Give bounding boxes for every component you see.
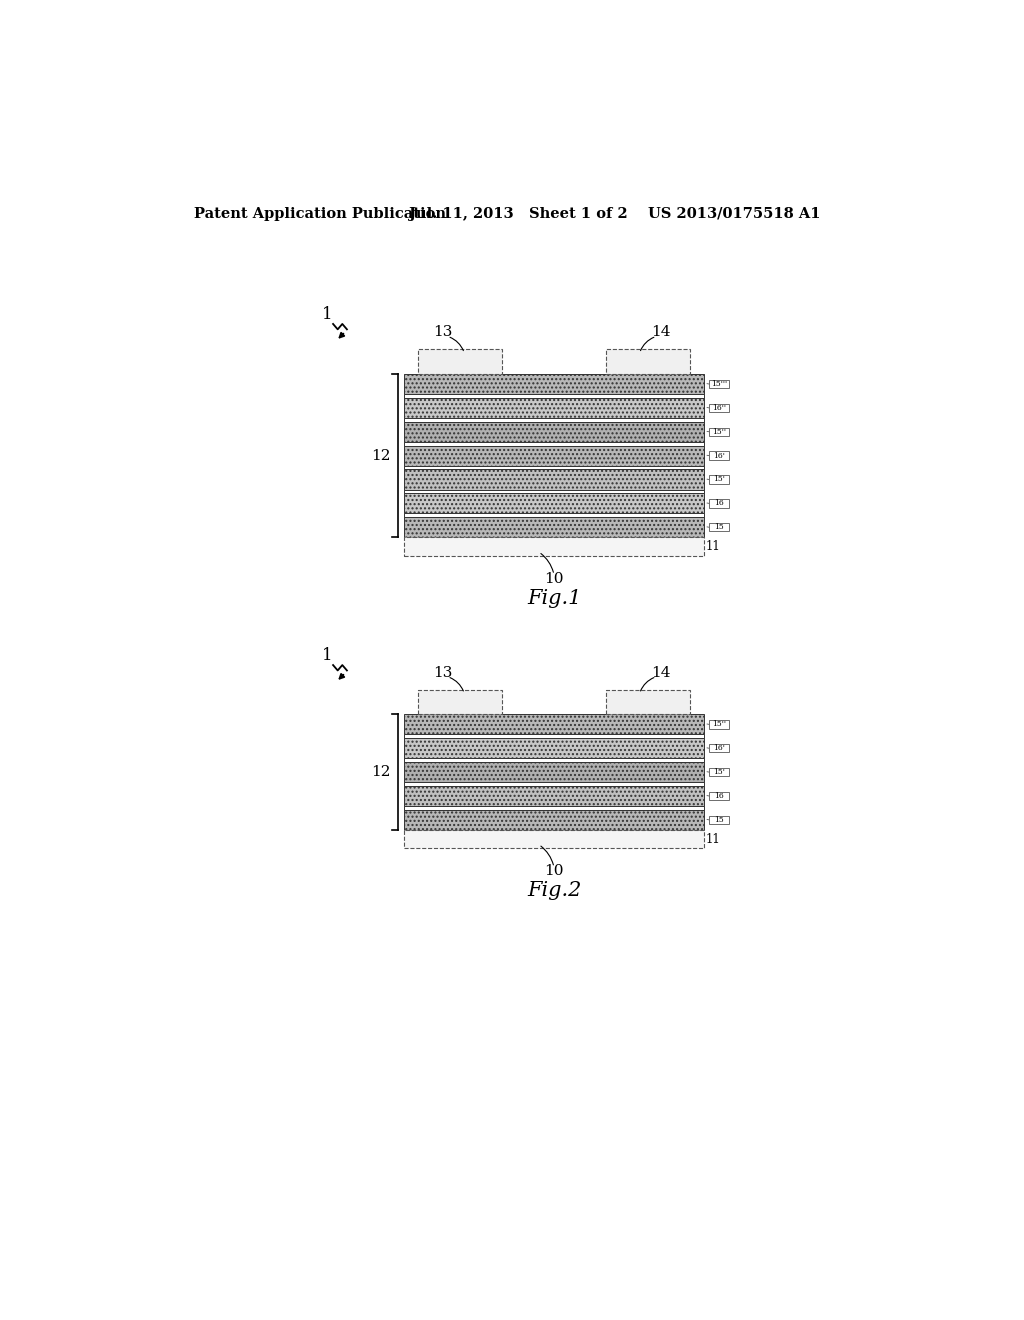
- Bar: [709, 404, 729, 412]
- Bar: [709, 721, 729, 729]
- Text: 15: 15: [714, 523, 724, 531]
- Bar: [403, 494, 705, 513]
- Bar: [403, 785, 705, 807]
- Text: 15': 15': [713, 768, 725, 776]
- Bar: [709, 744, 729, 752]
- Bar: [709, 475, 729, 483]
- Bar: [403, 422, 705, 442]
- Text: 12: 12: [371, 449, 390, 462]
- Bar: [605, 350, 690, 374]
- Bar: [403, 758, 705, 762]
- Text: Jul. 11, 2013   Sheet 1 of 2: Jul. 11, 2013 Sheet 1 of 2: [410, 207, 628, 220]
- Text: 1: 1: [322, 306, 332, 323]
- Bar: [709, 816, 729, 824]
- Bar: [418, 690, 503, 714]
- Text: 16': 16': [713, 744, 725, 752]
- Text: 15'': 15'': [712, 721, 726, 729]
- Text: 14: 14: [651, 326, 671, 339]
- Bar: [403, 374, 705, 395]
- Bar: [709, 428, 729, 436]
- Text: 15': 15': [713, 475, 725, 483]
- Text: 15: 15: [714, 816, 724, 824]
- Text: 16: 16: [714, 499, 724, 507]
- Bar: [403, 395, 705, 397]
- Text: 15'': 15'': [712, 428, 726, 436]
- Text: 13: 13: [433, 665, 453, 680]
- Text: 10: 10: [545, 572, 564, 586]
- Bar: [403, 714, 705, 734]
- Bar: [403, 442, 705, 446]
- Bar: [403, 762, 705, 781]
- Bar: [709, 451, 729, 459]
- Text: 10: 10: [545, 865, 564, 878]
- Text: 14: 14: [651, 665, 671, 680]
- Bar: [403, 738, 705, 758]
- Text: 16': 16': [713, 451, 725, 459]
- Text: Fig.1: Fig.1: [527, 589, 582, 607]
- Text: 15''': 15''': [711, 380, 727, 388]
- Bar: [709, 792, 729, 800]
- Bar: [403, 513, 705, 517]
- Bar: [403, 517, 705, 537]
- Bar: [403, 537, 705, 556]
- Text: 11: 11: [706, 833, 721, 846]
- Text: US 2013/0175518 A1: US 2013/0175518 A1: [648, 207, 820, 220]
- Bar: [403, 446, 705, 466]
- Bar: [418, 350, 503, 374]
- Text: Fig.2: Fig.2: [527, 882, 582, 900]
- Text: 16'': 16'': [712, 404, 726, 412]
- Bar: [403, 734, 705, 738]
- Text: 12: 12: [371, 766, 390, 779]
- Bar: [709, 523, 729, 532]
- Text: Patent Application Publication: Patent Application Publication: [194, 207, 445, 220]
- Text: 13: 13: [433, 326, 453, 339]
- Bar: [709, 499, 729, 508]
- Bar: [403, 418, 705, 422]
- Bar: [403, 466, 705, 470]
- Bar: [403, 397, 705, 418]
- Bar: [403, 781, 705, 785]
- Bar: [709, 380, 729, 388]
- Bar: [403, 470, 705, 490]
- Bar: [605, 690, 690, 714]
- Bar: [403, 807, 705, 810]
- Text: 11: 11: [706, 540, 721, 553]
- Bar: [403, 830, 705, 849]
- Text: 1: 1: [322, 647, 332, 664]
- Text: 16: 16: [714, 792, 724, 800]
- Bar: [709, 768, 729, 776]
- Bar: [403, 810, 705, 830]
- Bar: [403, 490, 705, 494]
